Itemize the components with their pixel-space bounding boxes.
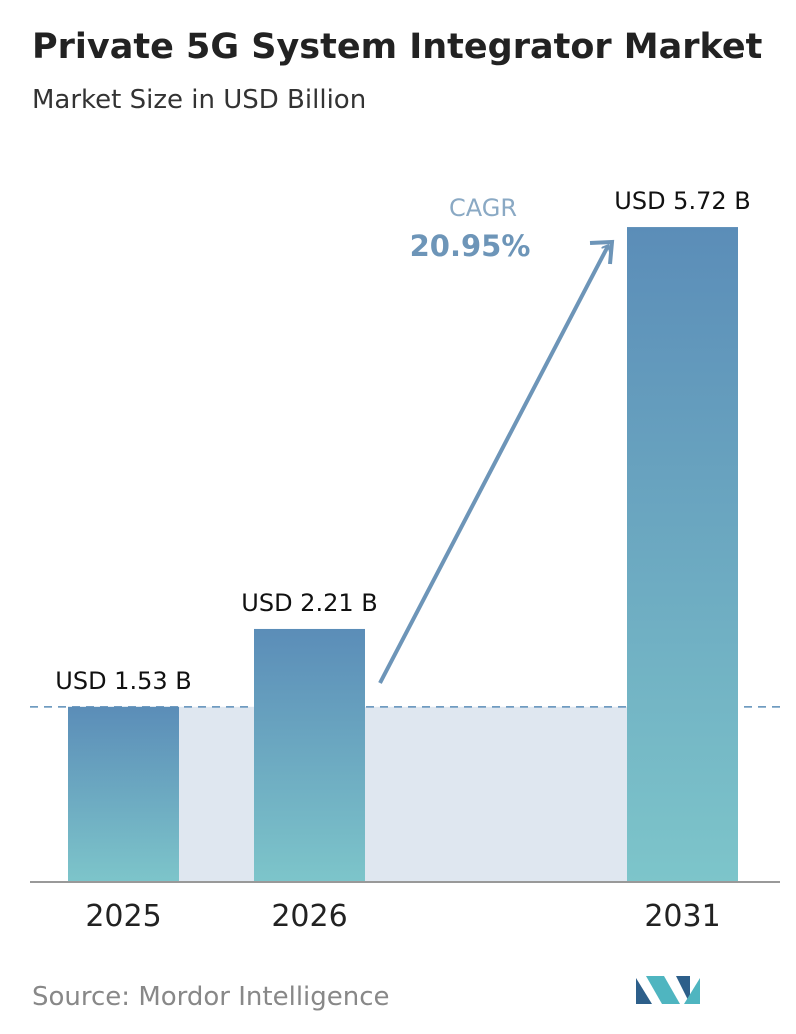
plot-area: USD 1.53 B 2025 USD 2.21 B 2026 USD 5.72 B 20… [30,187,780,934]
value-label: USD 2.21 B [241,589,377,617]
cagr-value: 20.95% [410,229,531,263]
bar [627,227,738,882]
chart-subtitle: Market Size in USD Billion [32,85,366,115]
value-label: USD 1.53 B [55,667,191,695]
cagr-label: CAGR [449,194,517,222]
value-label: USD 5.72 B [614,187,750,215]
x-tick-label: 2025 [85,899,161,934]
x-tick-label: 2031 [644,899,720,934]
reference-band [123,706,683,882]
bar [254,628,365,882]
logo [636,976,700,1004]
source: Source: Mordor Intelligence [32,982,390,1012]
x-tick-label: 2026 [271,899,347,934]
cagr-arrow-head [589,239,615,265]
bar [68,706,179,882]
chart-title: Private 5G System Integrator Market [32,27,762,67]
cagr-arrow [378,246,608,684]
